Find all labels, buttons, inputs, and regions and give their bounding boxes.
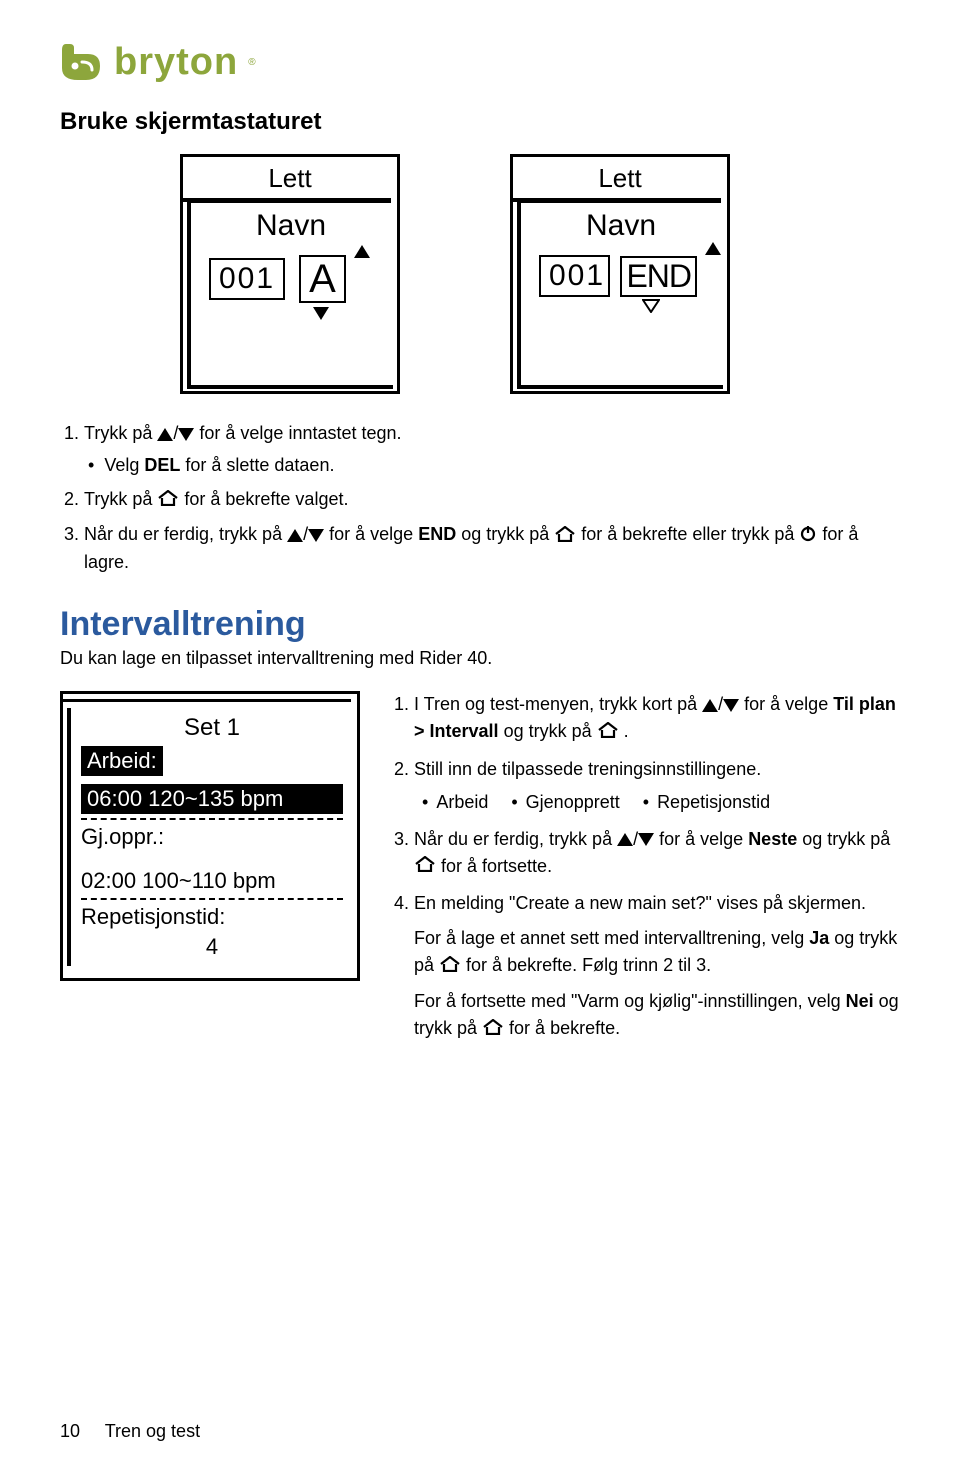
screen-label: Navn — [191, 209, 391, 243]
step-text: Trykk på — [84, 489, 157, 509]
step-text: Når du er ferdig, trykk på — [84, 524, 287, 544]
brand-name: bryton — [114, 41, 238, 84]
step-text: for å bekrefte eller trykk på — [581, 524, 799, 544]
step-text: For å fortsette med "Varm og kjølig"-inn… — [414, 991, 846, 1011]
step-text: Still inn de tilpassede treningsinnstill… — [414, 759, 761, 779]
step-cont: For å fortsette med "Varm og kjølig"-inn… — [414, 988, 900, 1043]
step-text: En melding "Create a new main set?" vise… — [414, 893, 866, 913]
inline-bullets: Arbeid Gjenopprett Repetisjonstid — [422, 789, 900, 816]
bold-del: DEL — [144, 455, 180, 475]
arbeid-label: Arbeid: — [81, 746, 163, 776]
home-icon — [157, 487, 179, 513]
step-2: Trykk på for å bekrefte valget. — [84, 486, 900, 513]
feature-intro: Du kan lage en tilpasset intervalltrenin… — [60, 648, 900, 669]
triangle-down-icon — [638, 833, 654, 846]
step-text: og trykk på — [461, 524, 554, 544]
screen-title: Lett — [183, 163, 397, 194]
gjoppr-data: 02:00 100~110 bpm — [81, 868, 343, 900]
bullet: Arbeid — [422, 792, 488, 812]
step-text: for å bekrefte valget. — [184, 489, 348, 509]
step-1: Trykk på / for å velge inntastet tegn. V… — [84, 420, 900, 478]
triangle-up-icon — [705, 242, 721, 255]
set-label: Set 1 — [81, 714, 343, 742]
bullet: Repetisjonstid — [643, 792, 770, 812]
home-icon — [554, 523, 576, 549]
home-icon — [482, 1016, 504, 1043]
device-screens: Lett Navn 001 A Lett Navn — [180, 154, 900, 394]
bold-neste: Neste — [748, 829, 797, 849]
registered-icon: ® — [248, 57, 255, 68]
step-text: For å lage et annet sett med intervalltr… — [414, 928, 809, 948]
istep-1: I Tren og test-menyen, trykk kort på / f… — [414, 691, 900, 746]
triangle-up-icon — [354, 245, 370, 258]
triangle-down-icon — [178, 428, 194, 441]
value-box: 001 — [539, 255, 610, 297]
step-text: for å bekrefte. Følg trinn 2 til 3. — [466, 955, 711, 975]
brand-mark-icon — [60, 40, 104, 84]
triangle-up-icon — [617, 833, 633, 846]
power-icon — [799, 523, 817, 549]
bold-ja: Ja — [809, 928, 829, 948]
triangle-down-icon — [308, 529, 324, 542]
step-3: Når du er ferdig, trykk på / for å velge… — [84, 521, 900, 574]
screen-title: Lett — [513, 163, 727, 194]
istep-3: Når du er ferdig, trykk på / for å velge… — [414, 826, 900, 881]
istep-2: Still inn de tilpassede treningsinnstill… — [414, 756, 900, 816]
arbeid-data: 06:00 120~135 bpm — [81, 784, 343, 814]
triangle-down-icon — [313, 307, 329, 320]
home-icon — [414, 853, 436, 880]
feature-heading: Intervalltrening — [60, 605, 900, 644]
home-icon — [439, 953, 461, 980]
step-text: I Tren og test-menyen, trykk kort på — [414, 694, 702, 714]
section-heading: Bruke skjermtastaturet — [60, 108, 900, 136]
home-icon — [597, 719, 619, 746]
end-box: END — [620, 256, 697, 297]
triangle-down-icon — [723, 699, 739, 712]
step-text: og trykk på — [802, 829, 890, 849]
rep-label: Repetisjonstid: — [81, 904, 343, 930]
step-cont: For å lage et annet sett med intervalltr… — [414, 925, 900, 980]
triangle-up-icon — [702, 699, 718, 712]
char-box: A — [299, 255, 346, 303]
sub-bullet: Velg DEL for å slette dataen. — [88, 452, 900, 478]
step-text: for å velge — [744, 694, 833, 714]
triangle-up-icon — [157, 428, 173, 441]
device-screen-left: Lett Navn 001 A — [180, 154, 400, 394]
istep-4: En melding "Create a new main set?" vise… — [414, 890, 900, 1043]
bullet: Gjenopprett — [511, 792, 619, 812]
page-number: 10 — [60, 1421, 100, 1442]
step-text: . — [624, 721, 629, 741]
gjoppr-label: Gj.oppr.: — [81, 824, 343, 850]
triangle-up-icon — [287, 529, 303, 542]
interval-device-screen: Set 1 Arbeid: 06:00 120~135 bpm Gj.oppr.… — [60, 691, 360, 981]
page-footer: 10 Tren og test — [60, 1421, 200, 1442]
step-text: for å fortsette. — [441, 856, 552, 876]
step-text: Trykk på — [84, 423, 157, 443]
step-text: for å velge — [329, 524, 418, 544]
device-screen-right: Lett Navn 001 END — [510, 154, 730, 394]
keyboard-steps: Trykk på / for å velge inntastet tegn. V… — [60, 420, 900, 575]
rep-value: 4 — [81, 934, 343, 960]
bold-end: END — [418, 524, 456, 544]
step-text: Når du er ferdig, trykk på — [414, 829, 617, 849]
value-box: 001 — [209, 258, 285, 300]
step-text: for å velge inntastet tegn. — [199, 423, 401, 443]
step-text: for å bekrefte. — [509, 1018, 620, 1038]
step-text: for å velge — [659, 829, 748, 849]
interval-steps: I Tren og test-menyen, trykk kort på / f… — [390, 691, 900, 1053]
step-text: og trykk på — [504, 721, 597, 741]
screen-label: Navn — [521, 209, 721, 243]
brand-logo: bryton ® — [60, 40, 900, 84]
triangle-down-outline-icon — [642, 299, 660, 318]
footer-section: Tren og test — [105, 1421, 200, 1441]
bold-nei: Nei — [846, 991, 874, 1011]
